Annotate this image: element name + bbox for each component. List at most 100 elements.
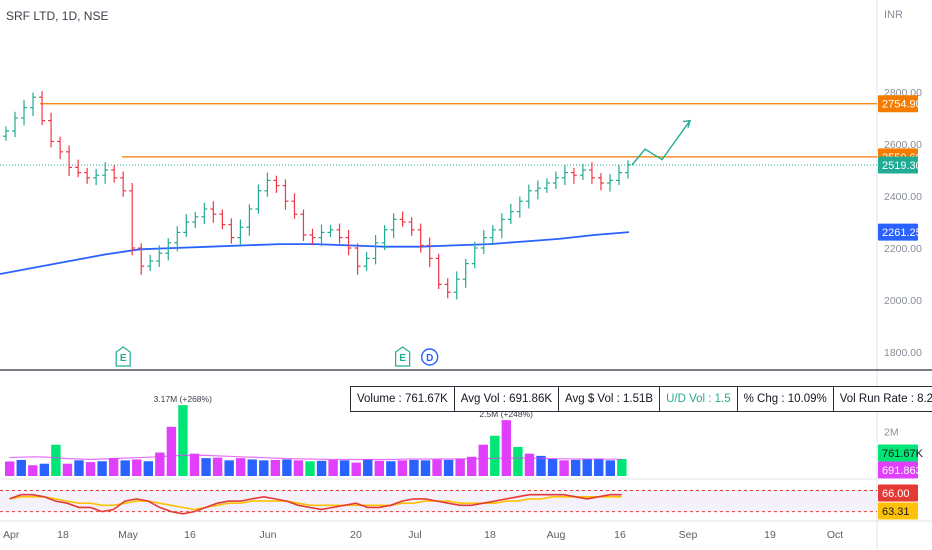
price-bar <box>318 224 325 247</box>
volume-bar <box>259 460 269 476</box>
x-tick-label: Sep <box>679 529 698 541</box>
price-bar <box>552 171 559 189</box>
volume-ma-line <box>9 454 622 461</box>
price-bar <box>480 229 487 254</box>
y-tick-label: 2200.00 <box>884 243 922 255</box>
price-bar <box>201 202 208 225</box>
volume-bar <box>328 459 338 476</box>
volume-bar <box>189 453 200 476</box>
price-bar <box>165 238 172 261</box>
price-bar <box>183 214 190 238</box>
price-bar <box>237 219 244 245</box>
volume-bar <box>351 462 361 476</box>
volume-annotation: 2.5M (+248%) <box>479 409 533 419</box>
volume-bar <box>97 461 107 476</box>
volume-bar <box>224 460 234 476</box>
stat-pct-change: % Chg : 10.09% <box>738 387 834 411</box>
volume-bar <box>409 459 419 476</box>
price-bar <box>48 112 55 148</box>
volume-bar <box>212 457 223 476</box>
price-bar <box>21 99 28 126</box>
price-tag-label: 761.67K <box>882 448 924 460</box>
x-tick-label: 19 <box>764 529 776 541</box>
volume-bar <box>247 459 257 476</box>
price-bar <box>84 167 91 184</box>
volume-bar <box>293 460 304 476</box>
volume-bar <box>166 426 177 476</box>
volume-bar <box>386 461 396 476</box>
price-bar <box>534 180 541 200</box>
price-bar <box>498 213 505 239</box>
price-bar <box>12 111 19 137</box>
volume-bar <box>374 460 384 476</box>
rsi-line <box>9 493 622 515</box>
volume-bar <box>363 459 373 476</box>
price-bar <box>625 160 631 179</box>
price-bar <box>138 243 145 275</box>
volume-bar <box>28 465 38 476</box>
projection-arrowhead <box>682 119 691 128</box>
volume-bar <box>62 463 73 476</box>
price-bar <box>291 193 298 219</box>
price-bar <box>30 92 37 117</box>
price-tag-label: 63.31 <box>882 506 910 518</box>
price-bar <box>147 254 154 271</box>
price-bar <box>390 213 397 239</box>
volume-bar <box>282 459 292 476</box>
price-bar <box>381 225 388 251</box>
price-tag <box>878 461 918 479</box>
stats-box: Volume : 761.67K Avg Vol : 691.86K Avg $… <box>350 386 932 412</box>
price-tag <box>878 502 918 520</box>
price-bar <box>120 171 127 197</box>
price-bar <box>336 223 343 244</box>
x-tick-label: 18 <box>484 529 496 541</box>
moving-average-line <box>0 231 630 275</box>
price-bar <box>588 162 595 184</box>
volume-bar <box>582 459 592 476</box>
price-bar <box>363 252 370 271</box>
volume-bar <box>178 405 188 476</box>
event-marker-label: D <box>426 353 433 364</box>
x-tick-label: 20 <box>350 529 362 541</box>
price-bar <box>102 162 109 184</box>
volume-bar <box>85 462 96 476</box>
price-tag-label: 2754.90 <box>882 99 922 111</box>
price-bar <box>309 228 316 245</box>
x-tick-label: Jun <box>260 529 277 541</box>
volume-bar <box>467 456 477 476</box>
x-tick-label: Oct <box>827 529 843 541</box>
price-bar <box>615 164 622 186</box>
price-tag <box>878 156 918 174</box>
price-tag-label: 66.00 <box>882 488 910 500</box>
price-bar <box>462 258 469 288</box>
x-tick-label: Aug <box>547 529 566 541</box>
price-bar <box>444 278 451 299</box>
volume-bar <box>594 458 604 476</box>
volume-bar <box>339 460 350 476</box>
price-tag-label: 2261.25 <box>882 227 922 239</box>
volume-bar <box>570 459 581 476</box>
price-bar <box>255 184 262 214</box>
price-bar <box>39 90 46 126</box>
volume-bar <box>120 460 130 476</box>
price-bar <box>372 235 379 265</box>
volume-bar <box>547 459 558 476</box>
currency-label: INR <box>884 9 903 21</box>
price-tag <box>878 95 918 113</box>
volume-bar <box>443 459 454 476</box>
projection-arrow <box>631 120 691 166</box>
price-bar <box>3 126 9 141</box>
y-tick-label: 2600.00 <box>884 139 922 151</box>
price-bar <box>345 229 352 256</box>
price-bar <box>300 209 307 241</box>
event-marker-label: E <box>120 353 127 364</box>
volume-bar <box>617 459 627 476</box>
volume-bar <box>478 444 488 476</box>
price-bar <box>57 136 64 160</box>
price-tag <box>878 223 918 241</box>
earnings-marker <box>115 346 131 367</box>
y-tick-label: 2000.00 <box>884 295 922 307</box>
price-bar <box>111 165 118 183</box>
rsi-line <box>9 496 622 511</box>
